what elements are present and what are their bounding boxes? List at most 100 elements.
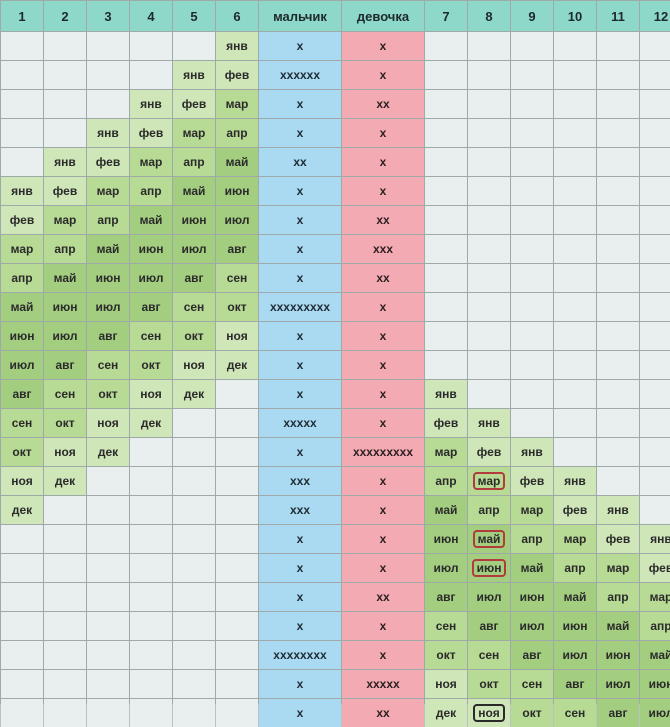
month-cell: мар xyxy=(425,438,467,466)
empty-cell xyxy=(425,293,467,321)
month-cell: май xyxy=(425,496,467,524)
month-cell: июн xyxy=(425,525,467,553)
empty-cell xyxy=(87,554,129,582)
empty-cell xyxy=(554,32,596,60)
empty-cell xyxy=(130,496,172,524)
month-cell: июн xyxy=(216,177,258,205)
girl-mark: x xyxy=(342,293,424,321)
empty-cell xyxy=(425,177,467,205)
empty-cell xyxy=(554,90,596,118)
empty-cell xyxy=(640,264,670,292)
empty-cell xyxy=(216,699,258,727)
empty-cell xyxy=(597,380,639,408)
month-cell: мар xyxy=(87,177,129,205)
month-cell: окт xyxy=(468,670,510,698)
month-cell: фев xyxy=(554,496,596,524)
empty-cell xyxy=(130,699,172,727)
header-month-col-3: 3 xyxy=(87,1,129,31)
empty-cell xyxy=(425,206,467,234)
empty-cell xyxy=(640,322,670,350)
month-cell: май xyxy=(511,554,553,582)
month-cell: июл xyxy=(173,235,215,263)
month-cell: апр xyxy=(44,235,86,263)
girl-mark: x xyxy=(342,177,424,205)
empty-cell xyxy=(1,32,43,60)
header-month-col-4: 4 xyxy=(130,1,172,31)
month-cell: мар xyxy=(173,119,215,147)
boy-mark: xxxxxxxx xyxy=(259,641,341,669)
month-cell: авг xyxy=(425,583,467,611)
month-cell: май xyxy=(130,206,172,234)
empty-cell xyxy=(173,641,215,669)
empty-cell xyxy=(597,409,639,437)
empty-cell xyxy=(1,148,43,176)
girl-mark: x xyxy=(342,119,424,147)
empty-cell xyxy=(44,90,86,118)
month-cell: янв xyxy=(597,496,639,524)
empty-cell xyxy=(468,90,510,118)
month-cell: янв xyxy=(554,467,596,495)
empty-cell xyxy=(44,496,86,524)
empty-cell xyxy=(511,90,553,118)
month-cell: янв xyxy=(44,148,86,176)
empty-cell xyxy=(130,670,172,698)
empty-cell xyxy=(511,264,553,292)
month-cell: апр xyxy=(468,496,510,524)
boy-mark: x xyxy=(259,351,341,379)
boy-mark: x xyxy=(259,235,341,263)
empty-cell xyxy=(130,32,172,60)
empty-cell xyxy=(597,438,639,466)
boy-mark: x xyxy=(259,32,341,60)
empty-cell xyxy=(425,32,467,60)
empty-cell xyxy=(44,525,86,553)
girl-mark: xx xyxy=(342,264,424,292)
girl-mark: x xyxy=(342,525,424,553)
month-cell: апр xyxy=(640,612,670,640)
month-cell: ноя xyxy=(173,351,215,379)
boy-mark: x xyxy=(259,322,341,350)
month-cell: июн xyxy=(130,235,172,263)
empty-cell xyxy=(87,496,129,524)
month-cell: янв xyxy=(425,380,467,408)
empty-cell xyxy=(87,699,129,727)
empty-cell xyxy=(554,409,596,437)
empty-cell xyxy=(216,612,258,640)
month-cell: янв xyxy=(468,409,510,437)
month-cell: фев xyxy=(468,438,510,466)
month-cell: сен xyxy=(425,612,467,640)
empty-cell xyxy=(511,235,553,263)
empty-cell xyxy=(130,467,172,495)
empty-cell xyxy=(597,119,639,147)
empty-cell xyxy=(44,61,86,89)
month-cell: дек xyxy=(425,699,467,727)
boy-mark: x xyxy=(259,670,341,698)
empty-cell xyxy=(1,583,43,611)
empty-cell xyxy=(554,351,596,379)
empty-cell xyxy=(173,583,215,611)
empty-cell xyxy=(216,496,258,524)
empty-cell xyxy=(1,612,43,640)
girl-mark: xx xyxy=(342,699,424,727)
empty-cell xyxy=(87,525,129,553)
empty-cell xyxy=(44,554,86,582)
month-cell: ноя xyxy=(44,438,86,466)
boy-mark: x xyxy=(259,699,341,727)
boy-mark: x xyxy=(259,177,341,205)
empty-cell xyxy=(511,322,553,350)
empty-cell xyxy=(554,148,596,176)
empty-cell xyxy=(640,438,670,466)
empty-cell xyxy=(597,293,639,321)
empty-cell xyxy=(468,61,510,89)
month-cell: мар xyxy=(130,148,172,176)
highlighted-month-cell: июн xyxy=(468,554,510,582)
empty-cell xyxy=(597,322,639,350)
empty-cell xyxy=(173,612,215,640)
girl-mark: x xyxy=(342,554,424,582)
empty-cell xyxy=(425,351,467,379)
empty-cell xyxy=(173,496,215,524)
boy-mark: x xyxy=(259,90,341,118)
empty-cell xyxy=(640,496,670,524)
empty-cell xyxy=(554,177,596,205)
boy-mark: x xyxy=(259,264,341,292)
month-cell: фев xyxy=(87,148,129,176)
